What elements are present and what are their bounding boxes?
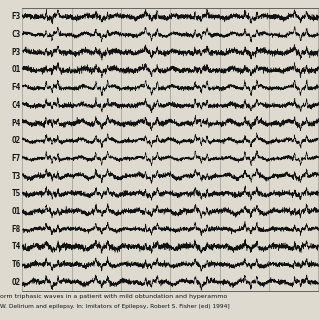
Text: T3: T3: [12, 172, 21, 181]
Text: F8: F8: [12, 225, 21, 234]
Text: O2: O2: [12, 136, 21, 145]
Text: F3: F3: [12, 12, 21, 21]
Text: T4: T4: [12, 243, 21, 252]
Text: O1: O1: [12, 207, 21, 216]
Text: T5: T5: [12, 189, 21, 198]
Text: T6: T6: [12, 260, 21, 269]
Text: P3: P3: [12, 48, 21, 57]
Text: C3: C3: [12, 30, 21, 39]
Text: orm triphasic waves in a patient with mild obtundation and hyperammo: orm triphasic waves in a patient with mi…: [0, 294, 227, 300]
Text: C4: C4: [12, 101, 21, 110]
Text: O1: O1: [12, 66, 21, 75]
Text: P4: P4: [12, 118, 21, 128]
Text: O2: O2: [12, 278, 21, 287]
Text: F7: F7: [12, 154, 21, 163]
Text: W. Delirium and epilepsy. In: Imitators of Epilepsy, Robert S. Fisher (ed) 1994]: W. Delirium and epilepsy. In: Imitators …: [0, 304, 230, 309]
Text: F4: F4: [12, 83, 21, 92]
